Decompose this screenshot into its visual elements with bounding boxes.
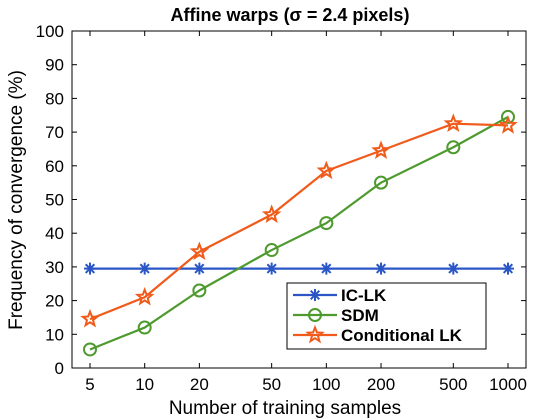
y-axis-label: Frequency of convergence (%) [6, 70, 27, 330]
legend-label-conditional-lk: Conditional LK [341, 326, 463, 345]
series-line-sdm [89, 115, 509, 351]
data-point-sdm [264, 243, 279, 258]
x-tick-label: 10 [135, 375, 154, 394]
y-tick-label: 10 [45, 325, 64, 344]
x-axis-label: Number of training samples [169, 398, 401, 419]
y-tick-label: 100 [36, 22, 64, 41]
data-point-ic-lk [502, 262, 514, 275]
series-line-conditional-lk [89, 122, 509, 321]
x-tick-label: 50 [262, 375, 281, 394]
data-point-conditional-lk [371, 140, 391, 159]
data-point-sdm [374, 175, 389, 190]
data-point-conditional-lk [443, 113, 464, 132]
data-point-sdm [319, 216, 334, 231]
y-tick-label: 40 [45, 224, 64, 243]
data-point-conditional-lk [80, 308, 100, 328]
x-tick-label: 5 [85, 375, 94, 394]
y-tick-label: 20 [45, 292, 64, 311]
legend-label-sdm: SDM [341, 306, 379, 325]
x-tick-label: 200 [367, 375, 395, 394]
data-point-ic-lk [375, 262, 388, 275]
data-point-sdm [446, 140, 461, 155]
y-tick-label: 80 [45, 89, 64, 108]
x-tick-label: 20 [190, 375, 209, 394]
data-point-ic-lk [193, 262, 206, 275]
data-point-conditional-lk [134, 286, 155, 306]
axes: 0 10 20 30 40 50 60 70 80 90 100 5 10 20 50 100 200 500 10… [36, 22, 527, 394]
y-tick-label: 50 [45, 191, 64, 210]
data-point-sdm [192, 283, 207, 298]
x-tick-label: 100 [312, 375, 340, 394]
data-point-conditional-lk [189, 241, 210, 261]
y-tick-label: 90 [45, 56, 64, 75]
data-point-ic-lk [447, 262, 460, 275]
data-point-ic-lk [84, 262, 96, 275]
data-point-sdm [83, 342, 97, 357]
x-tick-label: 500 [439, 375, 467, 394]
data-point-sdm [501, 109, 515, 124]
chart-title: Affine warps (σ = 2.4 pixels) [171, 5, 410, 25]
y-tick-label: 0 [55, 359, 64, 378]
data-point-ic-lk [320, 262, 333, 275]
data-point-conditional-lk [316, 160, 337, 180]
data-point-conditional-lk [498, 115, 518, 134]
data-point-sdm [137, 320, 152, 335]
x-tick-label: 1000 [489, 375, 527, 394]
legend-label-ic-lk: IC-LK [341, 286, 387, 305]
y-tick-label: 30 [45, 258, 64, 277]
series-layer [80, 109, 518, 357]
data-point-conditional-lk [261, 204, 282, 223]
legend-marker-conditional-lk [305, 324, 325, 344]
legend-marker-ic-lk [309, 289, 321, 301]
data-point-ic-lk [138, 262, 151, 275]
y-tick-label: 60 [45, 157, 64, 176]
legend-marker-sdm [308, 308, 322, 322]
y-tick-label: 70 [45, 123, 64, 142]
data-point-ic-lk [265, 262, 278, 275]
